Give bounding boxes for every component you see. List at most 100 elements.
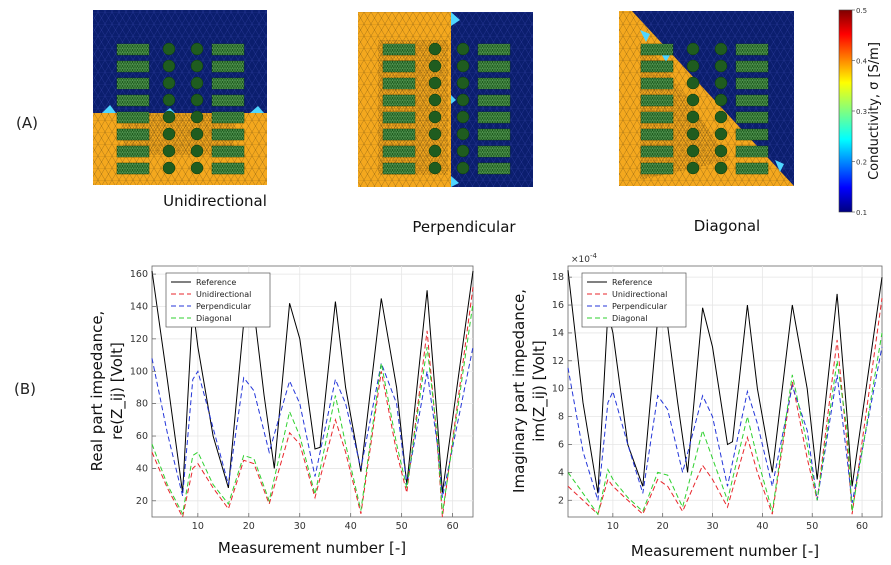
chart-imag-impedance: 10 20 30 40 50 60 2 4 6 8 10 12 14 16 18 Reference Unid… [510,252,883,560]
electrode-rod [162,127,176,141]
legend-entry: Perpendicular [612,302,668,311]
chart-imag-ylabel-line1: Imaginary part impedance, [510,289,528,493]
x-tick-label: 10 [607,521,619,532]
chart-imag-legend: Reference Unidirectional Perpendicular Diag… [581,272,687,328]
electrode-rod [714,42,728,56]
electrode-plate-mesh [478,112,510,123]
legend-entry: Perpendicular [196,302,252,311]
colorbar-ticks: 0.5 0.4 0.3 0.2 0.1 [852,7,868,217]
electrode-rod [428,127,442,141]
x-tick-label: 20 [243,521,255,532]
series-line-perpendicular [567,346,883,504]
x-tick-label: 60 [447,521,459,532]
chart-imag-scale-label: ×10-4 [571,252,598,265]
electrode-plate-mesh [117,163,149,174]
colorbar-scale [838,9,853,213]
y-tick-label: 4 [558,467,564,478]
chart-real-impedance: 10 20 30 40 50 60 20 40 60 80 100 120 140 160 Referen… [88,265,474,557]
chart-real-legend: Reference Unidirectional Perpendicular Diag… [165,272,271,328]
electrode-rod [456,144,470,158]
series-line-diagonal [567,332,883,516]
electrode-plate-mesh [641,146,673,157]
electrode-rod [714,110,728,124]
electrode-rod [686,110,700,124]
electrode-rod [162,144,176,158]
electrode-plate-mesh [117,44,149,55]
legend-entry: Reference [196,278,236,287]
electrode-plate-mesh [383,112,415,123]
electrode-rod [686,93,700,107]
colorbar-tick-label: 0.2 [856,159,867,167]
legend-entry: Unidirectional [196,290,251,299]
colorbar-label: Conductivity, σ [S/m] [867,42,882,180]
electrode-rod [714,93,728,107]
electrode-plate-mesh [117,129,149,140]
chart-imag-xlabel: Measurement number [-] [631,542,819,560]
mesh-caption-unidirectional: Unidirectional [163,192,267,210]
electrode-plate-mesh [641,112,673,123]
electrode-rod [686,59,700,73]
electrode-plate-mesh [117,78,149,89]
y-tick-label: 80 [136,399,148,410]
electrode-rod [162,161,176,175]
chart-real-xlabel: Measurement number [-] [218,539,406,557]
electrode-rod [162,59,176,73]
x-tick-label: 30 [294,521,306,532]
electrode-rod [190,42,204,56]
panel-b-label: (B) [14,380,36,398]
mesh-caption-diagonal: Diagonal [694,217,760,235]
colorbar-tick-label: 0.1 [856,209,867,217]
electrode-rod [714,76,728,90]
electrode-plate-mesh [383,44,415,55]
chart-imag-ylabel-line2: im(Z_ij) [Volt] [530,340,549,441]
electrode-plate-mesh [212,61,244,72]
x-tick-label: 40 [345,521,357,532]
electrode-plate-mesh [212,112,244,123]
mesh-perpendicular-electrodes [382,42,511,175]
electrode-rod [456,93,470,107]
electrode-rod [428,93,442,107]
electrode-rod [686,127,700,141]
electrode-plate-mesh [117,61,149,72]
y-tick-label: 16 [552,300,564,311]
electrode-plate-mesh [641,95,673,106]
y-tick-label: 8 [558,412,564,423]
electrode-plate-mesh [478,44,510,55]
electrode-rod [686,76,700,90]
electrode-rod [456,127,470,141]
electrode-plate-mesh [212,44,244,55]
electrode-plate-mesh [383,129,415,140]
x-tick-label: 20 [657,521,669,532]
electrode-plate-mesh [117,95,149,106]
y-tick-label: 2 [558,495,564,506]
y-tick-label: 160 [130,269,148,280]
y-tick-label: 18 [552,272,564,283]
electrode-plate-mesh [736,78,768,89]
legend-entry: Diagonal [196,314,231,323]
legend-entry: Reference [612,278,652,287]
colorbar: 0.5 0.4 0.3 0.2 0.1 Conductivity, σ [S/m] [838,7,882,217]
electrode-plate-mesh [383,146,415,157]
electrode-rod [428,76,442,90]
electrode-plate-mesh [478,95,510,106]
y-tick-label: 140 [130,301,148,312]
electrode-rod [428,144,442,158]
electrode-plate-mesh [212,95,244,106]
electrode-rod [190,161,204,175]
electrode-rod [456,161,470,175]
electrode-rod [190,93,204,107]
colorbar-tick-label: 0.4 [856,58,868,66]
colorbar-tick-label: 0.5 [856,7,867,15]
electrode-rod [162,42,176,56]
series-line-unidirectional [567,298,883,516]
electrode-rod [714,59,728,73]
chart-real-ylabel-line2: re(Z_ij) [Volt] [108,342,127,440]
electrode-rod [428,59,442,73]
electrode-plate-mesh [478,61,510,72]
electrode-plate-mesh [641,61,673,72]
electrode-rod [190,144,204,158]
electrode-rod [190,127,204,141]
electrode-rod [714,161,728,175]
electrode-plate-mesh [212,129,244,140]
electrode-plate-mesh [117,146,149,157]
